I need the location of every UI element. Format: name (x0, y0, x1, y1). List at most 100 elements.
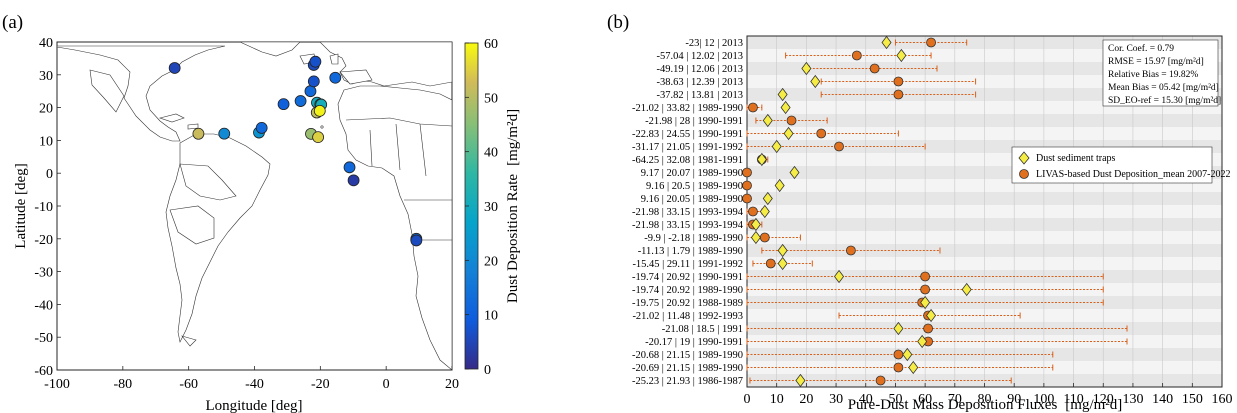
stat-rmse: RMSE = 15.97 [mg/m²d] (1108, 57, 1204, 67)
flux-row: -20.69 | 21.15 | 1989-1990 (632, 360, 1054, 375)
flux-xtick-label: 90 (1007, 392, 1021, 407)
flux-row: -21.02 | 33.82 | 1989-1990 (632, 100, 791, 115)
row-label: -15.45 | 29.11 | 1991-1992 (632, 259, 743, 270)
trap-point (917, 334, 928, 349)
colorbar-tick-label: 40 (484, 146, 498, 161)
map-point (313, 104, 326, 117)
trap-point (783, 126, 794, 141)
map-ytick-label: 30 (39, 69, 53, 84)
colorbar-label-text: Dust Deposition Rate (505, 174, 521, 303)
flux-row: -31.17 | 21.05 | 1991-1992 (632, 139, 926, 154)
livas-point (926, 37, 936, 48)
stat-corcoef: Cor. Coef. = 0.79 (1108, 43, 1174, 54)
livas-point (765, 258, 776, 269)
row-label: -21.02 | 11.48 | 1992-1993 (632, 311, 743, 322)
trap-point (902, 347, 913, 362)
flux-row: -38.63 | 12.39 | 2013 (657, 74, 977, 89)
flux-row: -20.68 | 21.15 | 1989-1990 (632, 347, 1054, 362)
map-ytick-label: 20 (39, 102, 53, 117)
flux-row: -22.83 | 24.55 | 1990-1991 (632, 126, 899, 141)
map-point (312, 131, 324, 144)
row-label: -19.74 | 20.92 | 1990-1991 (632, 272, 743, 283)
livas-point (875, 375, 886, 386)
flux-row: 9.16 | 20.05 | 1989-1990 (641, 191, 773, 206)
row-label: -64.25 | 32.08 | 1981-1991 (632, 155, 743, 166)
livas-point (742, 180, 752, 191)
flux-xtick-label: 110 (1063, 392, 1083, 407)
flux-row: -19.75 | 20.92 | 1988-1989 (632, 295, 1104, 310)
row-label: -37.82 | 13.81 | 2013 (657, 90, 743, 101)
livas-point (846, 245, 856, 256)
row-label: -9.9 | -2.18 | 1989-1990 (644, 233, 743, 244)
livas-point (893, 362, 904, 373)
north-america-states (89, 69, 125, 113)
row-label: -11.13 | 1.79 | 1989-1990 (638, 246, 743, 257)
flux-xtick-label: 60 (918, 392, 932, 407)
trap-point (893, 321, 904, 336)
trap-point (750, 217, 761, 232)
flux-row: -15.45 | 29.11 | 1991-1992 (632, 256, 813, 271)
map-point (218, 127, 231, 140)
colorbar-label: Dust Deposition Rate [mg/m²d] (505, 109, 521, 303)
trap-point (920, 295, 931, 310)
flux-xlabel: Pure-Dust Mass Deposition Fluxes [mg/m²d] (848, 397, 1123, 413)
africa-shape (337, 85, 452, 370)
map-ytick-label: 10 (39, 134, 53, 149)
trap-point (810, 74, 821, 89)
flux-row: -23| 12 | 2013 (685, 35, 968, 50)
uk-shape (329, 53, 339, 65)
map-point (294, 95, 307, 107)
trap-point (961, 282, 972, 297)
trap-point (777, 87, 788, 102)
colorbar-tick-label: 30 (484, 200, 498, 215)
africa-borders (345, 117, 452, 127)
legend-circle-marker (1019, 169, 1029, 179)
row-label: 9.16 | 20.05 | 1989-1990 (641, 194, 743, 205)
map-point (329, 71, 342, 84)
map-ytick-label: -30 (34, 266, 53, 281)
map-ylabel: Latitude [deg] (13, 163, 29, 248)
trap-point (896, 48, 907, 63)
flux-row: -20.17 | 19 | 1990-1991 (645, 334, 1128, 349)
flux-row: -37.82 | 13.81 | 2013 (657, 87, 977, 102)
map-point (168, 62, 181, 74)
map-ytick-label: 40 (39, 36, 53, 51)
map-point (277, 98, 290, 111)
legend-livas: LIVAS-based Dust Deposition_mean 2007-20… (1036, 169, 1231, 180)
livas-point (834, 141, 844, 152)
trap-point (926, 308, 937, 323)
map-points (168, 55, 423, 247)
map-point (309, 55, 322, 68)
flux-xtick-label: 80 (978, 392, 992, 407)
trap-point (762, 191, 773, 206)
colorbar-label-unit: [mg/m²d] (505, 109, 521, 166)
south-america-borders-2 (169, 205, 215, 245)
row-label: -57.04 | 12.02 | 2013 (657, 51, 743, 62)
map-ytick-label: -60 (34, 364, 53, 379)
row-label: -20.17 | 19 | 1990-1991 (645, 337, 743, 348)
flux-row: -21.98 | 33.15 | 1993-1994 (632, 204, 770, 219)
flux-row: -57.04 | 12.02 | 2013 (657, 48, 932, 63)
row-label: -21.98 | 28 | 1990-1991 (645, 116, 743, 127)
row-label: 9.17 | 20.07 | 1989-1990 (641, 168, 743, 179)
livas-point (893, 89, 904, 100)
map-axes: -100 -80 -60 -40 -20 0 20-60-50-40-30-20-10010… (34, 36, 459, 392)
iberia-shape (339, 69, 373, 85)
colorbar-tick-label: 50 (484, 91, 498, 106)
trap-point (762, 113, 773, 128)
legend-frame (1011, 146, 1213, 184)
map-xtick-label: -80 (113, 377, 132, 392)
flux-xtick-label: 30 (829, 392, 843, 407)
map-xtick-label: -20 (311, 377, 330, 392)
flux-xtick-label: 100 (1033, 392, 1054, 407)
panel-b-label: (b) (607, 12, 629, 33)
flux-xtick-label: 120 (1093, 392, 1114, 407)
trap-point (759, 204, 770, 219)
flux-rows: -23| 12 | 2013 -57.04 | 12.02 | 2013 -49.1… (632, 35, 1128, 388)
legend-diamond-marker (1018, 151, 1030, 165)
livas-point (816, 128, 827, 139)
flux-xtick-label: 20 (799, 392, 813, 407)
flux-xtick-label: 150 (1182, 392, 1203, 407)
cape-verde-islands (320, 125, 324, 129)
